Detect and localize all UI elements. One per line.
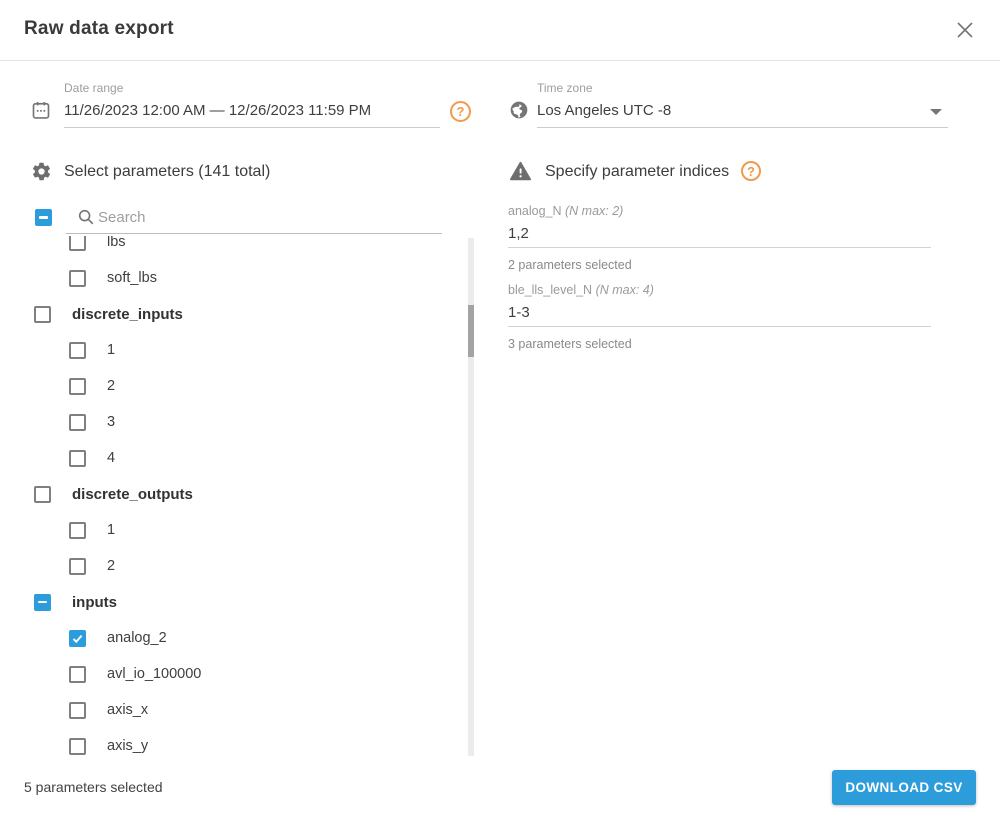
checkbox[interactable] (69, 377, 86, 395)
list-item[interactable]: axis_x (24, 692, 462, 728)
header-divider (0, 60, 1000, 61)
calendar-icon (31, 100, 51, 120)
dialog-title: Raw data export (24, 18, 174, 39)
list-item[interactable]: analog_2 (24, 620, 462, 656)
list-item[interactable]: discrete_inputs (24, 296, 462, 332)
select-all-checkbox[interactable] (35, 209, 52, 226)
index-field-status: 2 parameters selected (508, 258, 632, 272)
date-range-help-icon[interactable]: ? (450, 101, 471, 122)
list-item[interactable]: axis_y (24, 728, 462, 755)
checkbox[interactable] (69, 269, 86, 287)
checkbox[interactable] (69, 449, 86, 467)
checkbox[interactable] (69, 665, 86, 683)
list-item[interactable]: soft_lbs (24, 260, 462, 296)
checked-checkbox[interactable] (69, 629, 86, 647)
list-item[interactable]: 2 (24, 548, 462, 584)
scrollbar-thumb[interactable] (468, 305, 474, 357)
close-icon[interactable] (955, 20, 975, 40)
date-range-value[interactable]: 11/26/2023 12:00 AM — 12/26/2023 11:59 P… (64, 102, 372, 119)
list-item[interactable]: 2 (24, 368, 462, 404)
chevron-down-icon[interactable] (930, 109, 942, 115)
checkbox[interactable] (69, 557, 86, 575)
warning-icon (510, 161, 531, 181)
checkbox[interactable] (69, 236, 86, 251)
checkbox[interactable] (69, 701, 86, 719)
indeterminate-checkbox[interactable] (34, 593, 51, 611)
checkbox[interactable] (34, 485, 51, 503)
list-item[interactable]: 1 (24, 512, 462, 548)
index-field-label: ble_lls_level_N (N max: 4) (508, 283, 654, 297)
time-zone-label: Time zone (537, 81, 593, 95)
select-parameters-title: Select parameters (141 total) (64, 163, 271, 180)
indices-help-icon[interactable]: ? (741, 161, 761, 181)
index-field-status: 3 parameters selected (508, 337, 632, 351)
parameter-list[interactable]: lbs soft_lbs discrete_inputs 1 2 3 4 dis… (24, 236, 462, 755)
date-range-label: Date range (64, 81, 124, 95)
index-field-input[interactable] (508, 300, 931, 324)
index-field-underline (508, 326, 931, 327)
list-item[interactable]: 3 (24, 404, 462, 440)
list-item[interactable]: discrete_outputs (24, 476, 462, 512)
checkbox[interactable] (69, 341, 86, 359)
checkbox[interactable] (69, 413, 86, 431)
specify-indices-title: Specify parameter indices (545, 163, 730, 180)
download-csv-button[interactable]: DOWNLOAD CSV (832, 770, 976, 805)
checkbox[interactable] (34, 305, 51, 323)
list-item[interactable]: inputs (24, 584, 462, 620)
index-field-label: analog_N (N max: 2) (508, 204, 624, 218)
globe-icon (509, 100, 529, 120)
search-underline (66, 233, 442, 234)
search-icon (77, 208, 95, 226)
index-field-underline (508, 247, 931, 248)
list-item[interactable]: 1 (24, 332, 462, 368)
time-zone-value[interactable]: Los Angeles UTC -8 (537, 102, 672, 119)
list-item[interactable]: 4 (24, 440, 462, 476)
index-field-input[interactable] (508, 221, 931, 245)
checkbox[interactable] (69, 737, 86, 755)
scrollbar-track[interactable] (468, 238, 474, 756)
selected-count: 5 parameters selected (24, 779, 163, 795)
checkbox[interactable] (69, 521, 86, 539)
date-range-underline (64, 127, 440, 128)
gear-icon (31, 161, 52, 182)
list-item[interactable]: avl_io_100000 (24, 656, 462, 692)
list-item[interactable]: lbs (24, 236, 462, 260)
time-zone-underline (537, 127, 948, 128)
search-input[interactable] (98, 204, 428, 230)
